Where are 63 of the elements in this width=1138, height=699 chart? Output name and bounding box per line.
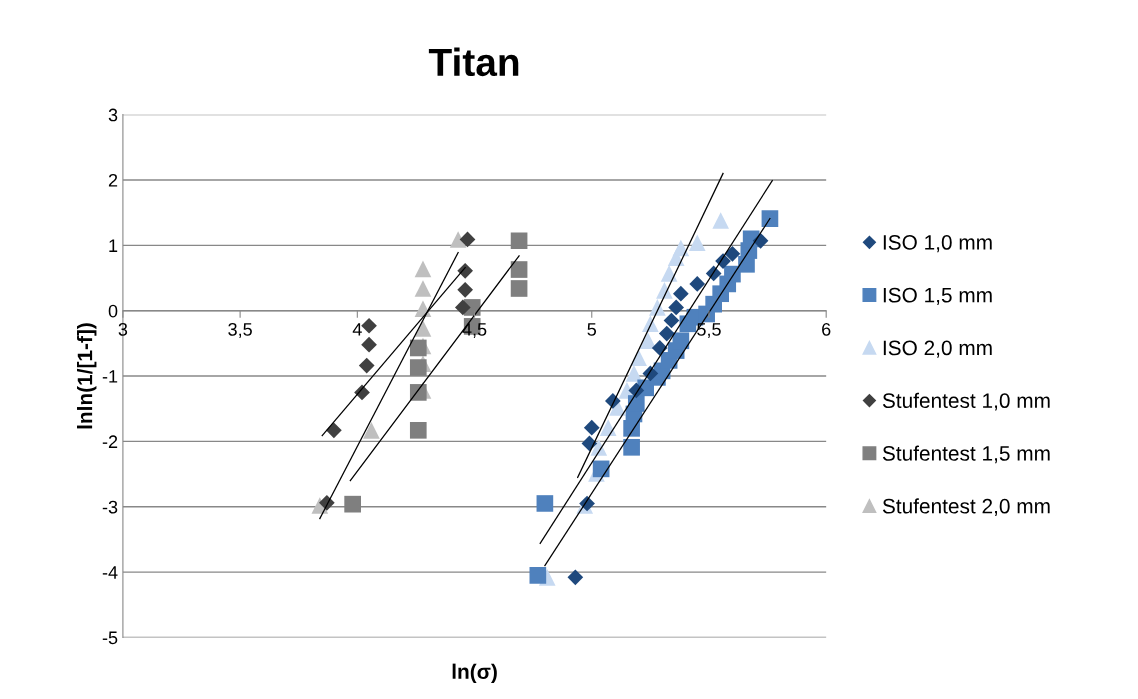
point	[724, 245, 741, 262]
point	[625, 365, 643, 382]
legend-label: ISO 1,5 mm	[883, 287, 992, 305]
point	[414, 280, 432, 297]
y-tick-label: 2	[108, 173, 118, 187]
x-axis-title: ln(σ)	[452, 663, 497, 684]
y-tick-label: -5	[102, 631, 118, 645]
point	[672, 239, 690, 257]
point	[414, 260, 432, 278]
legend-label: Stufentest 1,5 mm	[882, 445, 1050, 464]
point	[457, 281, 474, 298]
point	[510, 261, 528, 278]
legend-label: ISO 2,0 mm	[883, 340, 992, 358]
point	[658, 325, 675, 342]
legend-label: Stufentest 1,0 mm	[882, 392, 1050, 411]
point	[459, 231, 476, 248]
x-tick-label: 6	[822, 322, 831, 336]
point	[583, 419, 600, 436]
point	[651, 340, 668, 356]
legend-label: ISO 1,0 mm	[883, 235, 992, 253]
point	[663, 312, 680, 329]
legend-label: Stufentest 2,0 mm	[882, 498, 1050, 516]
x-tick-label: 5,5	[697, 323, 721, 338]
y-tick-label: -2	[102, 435, 118, 448]
point	[361, 317, 377, 334]
point	[409, 339, 427, 357]
point	[689, 276, 706, 292]
point	[599, 419, 617, 437]
point	[414, 320, 432, 337]
x-tick-label: 4	[352, 323, 362, 336]
point	[363, 421, 380, 439]
point	[712, 212, 730, 229]
point	[344, 495, 361, 513]
point	[510, 280, 528, 297]
point	[567, 569, 584, 586]
point	[672, 332, 690, 350]
point	[361, 336, 377, 353]
point	[409, 359, 427, 376]
point	[409, 421, 427, 439]
point	[529, 567, 547, 584]
point	[358, 357, 375, 374]
point	[660, 265, 678, 282]
y-tick-label: -1	[102, 370, 118, 383]
y-tick-label: 3	[108, 108, 118, 122]
point	[688, 234, 706, 252]
point	[449, 231, 467, 248]
y-axis-title: lnln(1/[1-f])	[77, 323, 97, 429]
y-tick-label: 0	[108, 304, 118, 318]
point	[668, 299, 685, 316]
x-tick-label: 3,5	[228, 322, 252, 338]
point	[639, 332, 657, 350]
x-tick-label: 5	[587, 323, 597, 336]
y-tick-label: -4	[102, 566, 118, 579]
y-tick-label: 1	[109, 239, 118, 252]
point	[672, 285, 689, 302]
chart-title: Titan	[428, 47, 519, 77]
point	[536, 495, 554, 512]
point	[623, 438, 640, 456]
point	[761, 210, 779, 227]
x-tick-label: 3	[118, 322, 128, 336]
point	[454, 299, 471, 316]
y-tick-label: -3	[102, 500, 118, 514]
point	[510, 232, 528, 250]
